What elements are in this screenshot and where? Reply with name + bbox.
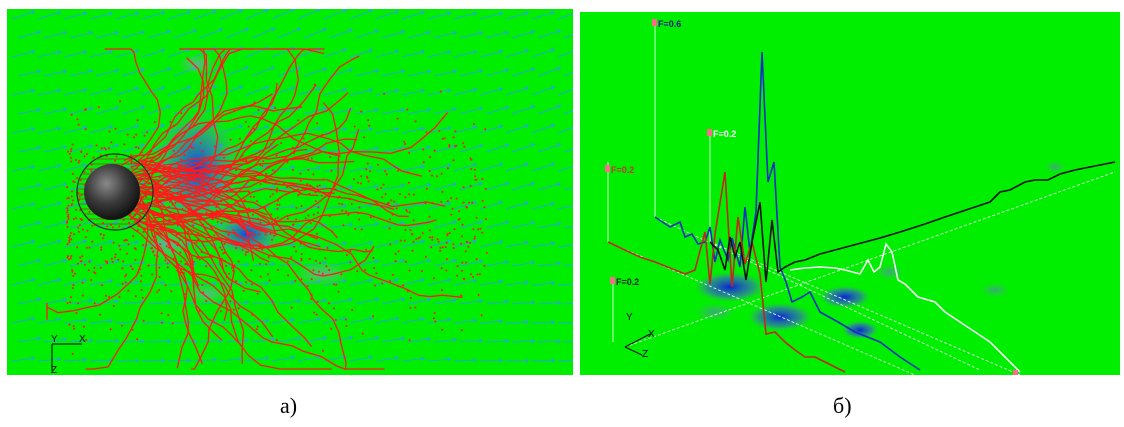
axis-label-z: Z [51,365,57,375]
panel-a-svg: Y X Z [7,9,573,375]
marker-f06: F=0.6 [652,19,681,29]
panel-a-axis-triad: Y X Z [51,334,86,375]
panel-b-svg: F=0.6 F=0.2 F=0.2 F=0.2 Y X Z [580,12,1120,375]
curve-white [789,242,1021,373]
marker-label-f02-white: F=0.2 [713,129,736,139]
sphere-obstacle [76,153,154,231]
axis-label-y-b: Y [626,312,633,323]
distribution-curves [607,51,1116,373]
caption-b: б) [833,393,852,418]
axis-label-x-b: X [648,329,655,340]
axis-label-y: Y [51,334,58,345]
panel-b-distribution-plot: F=0.6 F=0.2 F=0.2 F=0.2 Y X Z [580,12,1120,375]
marker-f02-black: F=0.2 [610,277,639,287]
marker-label-f02-red: F=0.2 [611,165,634,175]
axis-markers: F=0.6 F=0.2 F=0.2 F=0.2 [605,19,1018,375]
panel-b-axis-triad: Y X Z [624,312,655,360]
caption-a: а) [280,393,298,418]
axis-label-z-b: Z [642,349,648,360]
marker-label-f06: F=0.6 [658,19,681,29]
axis-label-x: X [79,334,86,345]
marker-label-f02-black: F=0.2 [616,277,639,287]
curve-black [709,161,1116,283]
panel-b-background [580,12,1120,375]
particle-tracks [46,48,488,370]
curve-blue [654,51,921,371]
marker-f02-red: F=0.2 [605,165,634,175]
curve-red [607,171,846,373]
marker-f02-white: F=0.2 [707,129,736,139]
panel-a-flow-visualization: Y X Z [7,9,573,375]
